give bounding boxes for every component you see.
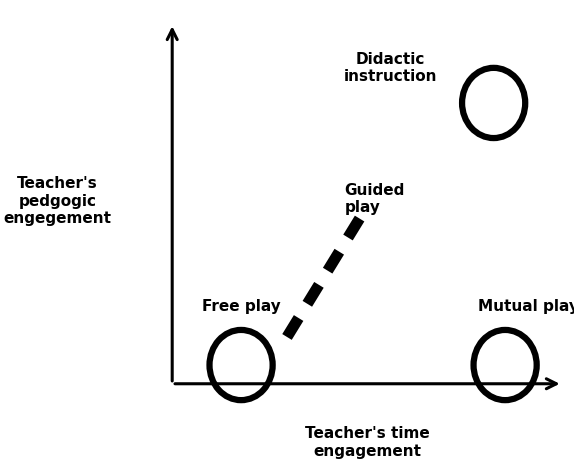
Text: Didactic
instruction: Didactic instruction	[344, 52, 437, 84]
Text: Teacher's time
engagement: Teacher's time engagement	[305, 426, 430, 459]
Text: Mutual play: Mutual play	[478, 299, 574, 314]
Text: Teacher's
pedgogic
engegement: Teacher's pedgogic engegement	[3, 176, 111, 226]
Text: Guided
play: Guided play	[344, 183, 405, 215]
Text: Free play: Free play	[201, 299, 281, 314]
